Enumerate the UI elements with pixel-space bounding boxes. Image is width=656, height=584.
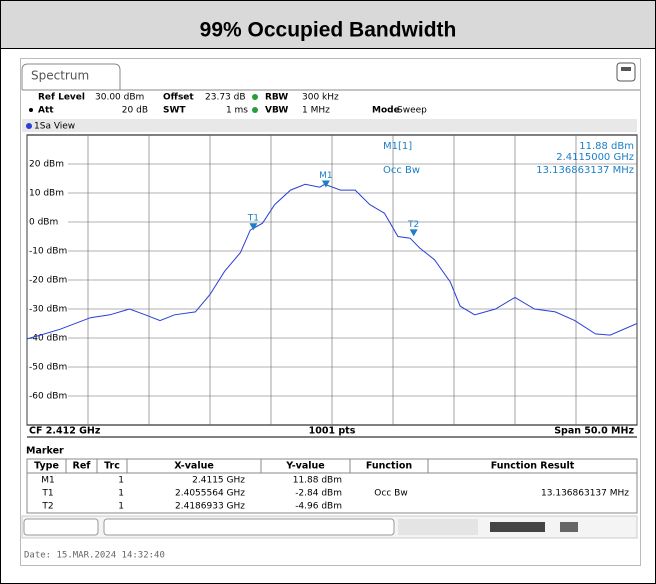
page-title: 99% Occupied Bandwidth [200, 19, 457, 42]
status-box [103, 518, 395, 536]
footer-label: 1001 pts [309, 426, 356, 437]
table-cell: -4.96 dBm [295, 502, 342, 512]
table-header: Function [366, 461, 412, 472]
date: Date: 15.MAR.2024 14:32:40 [24, 551, 165, 561]
readout: 2.4115000 GHz [556, 152, 634, 163]
marker [321, 180, 330, 188]
y-tick-label: -20 dBm [29, 276, 67, 286]
coupled-dot [252, 94, 258, 100]
readout: 11.88 dBm [579, 141, 634, 152]
menu-icon-bar [621, 67, 631, 71]
footer-label: CF 2.412 GHz [29, 426, 101, 437]
table-header: Ref [73, 461, 92, 472]
readout: Occ Bw [383, 165, 420, 176]
y-tick-label: -10 dBm [29, 247, 67, 257]
setting: VBW [265, 106, 288, 116]
view-dot [26, 123, 32, 129]
menu-icon[interactable] [616, 62, 636, 82]
status-box [23, 518, 99, 536]
tick-label-bg [28, 361, 68, 373]
coupled-dot [252, 107, 258, 113]
table-cell: Occ Bw [374, 489, 407, 499]
footer-label: Span 50.0 MHz [554, 426, 634, 437]
readout: M1[1] [383, 141, 412, 152]
table-header: Y-value [285, 461, 325, 472]
table-cell: 2.4115 GHz [192, 476, 245, 486]
view-label: 1Sa View [34, 122, 75, 132]
table-header: Function Result [491, 461, 575, 472]
setting: Mode [372, 106, 400, 116]
marker-label: M1 [319, 171, 333, 181]
table-cell: 13.136863137 MHz [541, 489, 629, 499]
table-cell: T2 [41, 502, 53, 512]
tick-label-bg [28, 245, 68, 257]
table-header: X-value [174, 461, 214, 472]
tick-label-bg [28, 187, 68, 199]
table-frame [26, 458, 638, 514]
setting: Sweep [397, 106, 427, 116]
view-bar [22, 119, 637, 132]
table-cell: T1 [41, 489, 53, 499]
att-dot [29, 108, 33, 112]
y-tick-label: -40 dBm [29, 334, 67, 344]
marker [409, 229, 418, 237]
tick-label-bg [28, 390, 68, 402]
marker-label: T1 [247, 214, 259, 224]
readout: 13.136863137 MHz [536, 165, 634, 176]
marker-label: T2 [407, 220, 419, 230]
table-cell: M1 [41, 476, 55, 486]
y-tick-label: 20 dBm [29, 160, 64, 170]
tick-label-bg [28, 303, 68, 315]
y-tick-label: -30 dBm [29, 305, 67, 315]
table-cell: 1 [118, 489, 124, 499]
status-box [398, 519, 478, 535]
table-cell: 11.88 dBm [293, 476, 342, 486]
tick-label-bg [28, 216, 68, 228]
y-tick-label: 0 dBm [29, 218, 58, 228]
tab [21, 63, 121, 90]
table-cell: -2.84 dBm [295, 489, 342, 499]
table-header: Trc [104, 461, 120, 472]
table-cell: 2.4055564 GHz [175, 489, 245, 499]
tick-label-bg [28, 158, 68, 170]
table-cell: 1 [118, 502, 124, 512]
tick-label-bg [28, 332, 68, 344]
y-tick-label: -50 dBm [29, 363, 67, 373]
setting: RBW [265, 93, 288, 103]
setting: Att [38, 106, 54, 116]
setting: 20 dB [122, 106, 148, 116]
setting: 23.73 dB [205, 93, 246, 103]
y-tick-label: 10 dBm [29, 189, 64, 199]
progress [490, 522, 545, 532]
table-cell: 1 [118, 476, 124, 486]
setting: Offset [163, 93, 194, 103]
setting: 300 kHz [302, 93, 339, 103]
tab-label: Spectrum [31, 69, 89, 83]
setting: SWT [163, 106, 186, 116]
table-header: Type [34, 461, 59, 472]
tick-label-bg [28, 274, 68, 286]
table-cell: 2.4186933 GHz [175, 502, 245, 512]
setting: 1 MHz [302, 106, 330, 116]
title-bar [0, 0, 656, 49]
table-title: Marker [26, 446, 64, 457]
setting: Ref Level [38, 93, 85, 103]
status-icon [560, 522, 578, 532]
setting: 30.00 dBm [95, 93, 144, 103]
setting: 1 ms [226, 106, 248, 116]
marker [249, 223, 258, 231]
y-tick-label: -60 dBm [29, 392, 67, 402]
